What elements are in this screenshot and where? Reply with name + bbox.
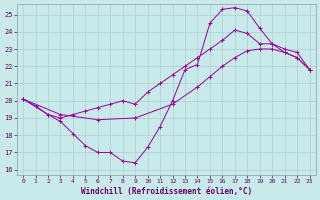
X-axis label: Windchill (Refroidissement éolien,°C): Windchill (Refroidissement éolien,°C)	[81, 187, 252, 196]
